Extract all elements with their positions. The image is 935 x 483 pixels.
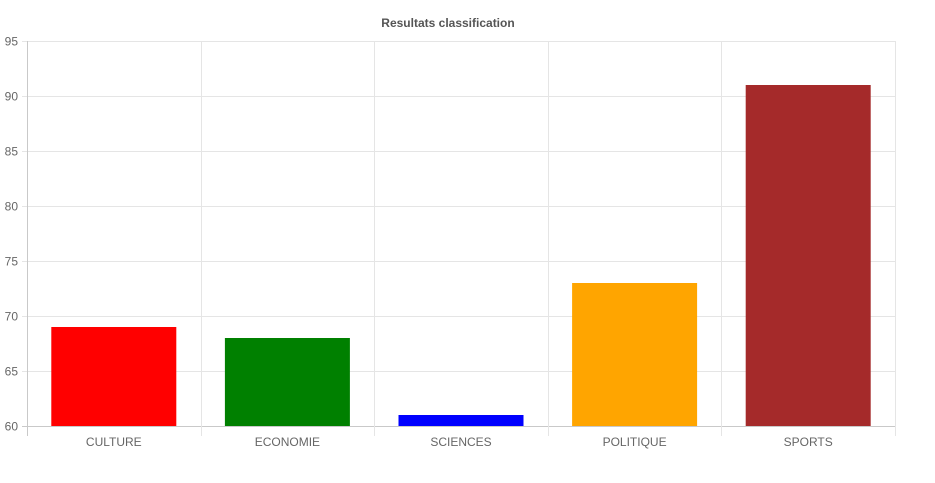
axis-layer: 60 65 70 75 80 85 90 95 CULTURE ECONOMIE SCIENCES P… [5, 35, 833, 450]
x-tick-label: CULTURE [86, 435, 142, 449]
x-tick-label: ECONOMIE [255, 435, 320, 449]
x-tick-label: SCIENCES [430, 435, 491, 449]
y-tick-label: 60 [5, 420, 19, 434]
y-tick-label: 95 [5, 35, 19, 49]
y-tick-label: 70 [5, 310, 19, 324]
bar-culture[interactable] [51, 327, 177, 426]
chart-title: Resultats classification [381, 16, 514, 30]
y-tick-label: 80 [5, 200, 19, 214]
x-tick-label: SPORTS [784, 435, 833, 449]
y-tick-label: 75 [5, 255, 19, 269]
grid-layer [22, 41, 896, 436]
bar-politique[interactable] [572, 283, 698, 426]
y-tick-label: 85 [5, 145, 19, 159]
x-tick-label: POLITIQUE [603, 435, 667, 449]
bars-layer [51, 85, 871, 426]
bar-sciences[interactable] [398, 415, 524, 426]
y-tick-label: 90 [5, 90, 19, 104]
bar-sports[interactable] [745, 85, 871, 426]
y-tick-label: 65 [5, 365, 19, 379]
bar-economie[interactable] [224, 338, 350, 426]
